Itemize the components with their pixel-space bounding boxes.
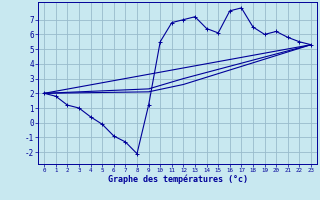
X-axis label: Graphe des températures (°c): Graphe des températures (°c)	[108, 175, 248, 184]
